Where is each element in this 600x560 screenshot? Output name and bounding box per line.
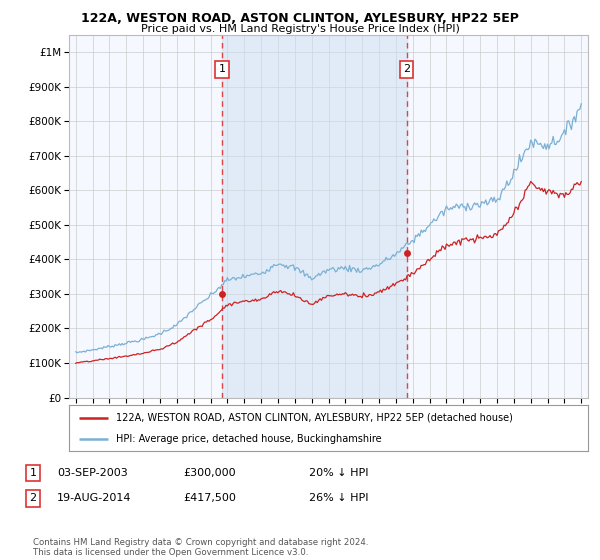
Text: 1: 1 <box>29 468 37 478</box>
Text: 122A, WESTON ROAD, ASTON CLINTON, AYLESBURY, HP22 5EP (detached house): 122A, WESTON ROAD, ASTON CLINTON, AYLESB… <box>116 413 512 423</box>
Text: 19-AUG-2014: 19-AUG-2014 <box>57 493 131 503</box>
Text: 26% ↓ HPI: 26% ↓ HPI <box>309 493 368 503</box>
Text: 20% ↓ HPI: 20% ↓ HPI <box>309 468 368 478</box>
Text: £417,500: £417,500 <box>183 493 236 503</box>
Text: Price paid vs. HM Land Registry's House Price Index (HPI): Price paid vs. HM Land Registry's House … <box>140 24 460 34</box>
Text: Contains HM Land Registry data © Crown copyright and database right 2024.
This d: Contains HM Land Registry data © Crown c… <box>33 538 368 557</box>
Text: 2: 2 <box>29 493 37 503</box>
Text: 122A, WESTON ROAD, ASTON CLINTON, AYLESBURY, HP22 5EP: 122A, WESTON ROAD, ASTON CLINTON, AYLESB… <box>81 12 519 25</box>
Text: 1: 1 <box>218 64 226 74</box>
Text: 03-SEP-2003: 03-SEP-2003 <box>57 468 128 478</box>
Text: £300,000: £300,000 <box>183 468 236 478</box>
Text: HPI: Average price, detached house, Buckinghamshire: HPI: Average price, detached house, Buck… <box>116 435 382 444</box>
Bar <box>222 35 407 398</box>
Text: 2: 2 <box>403 64 410 74</box>
